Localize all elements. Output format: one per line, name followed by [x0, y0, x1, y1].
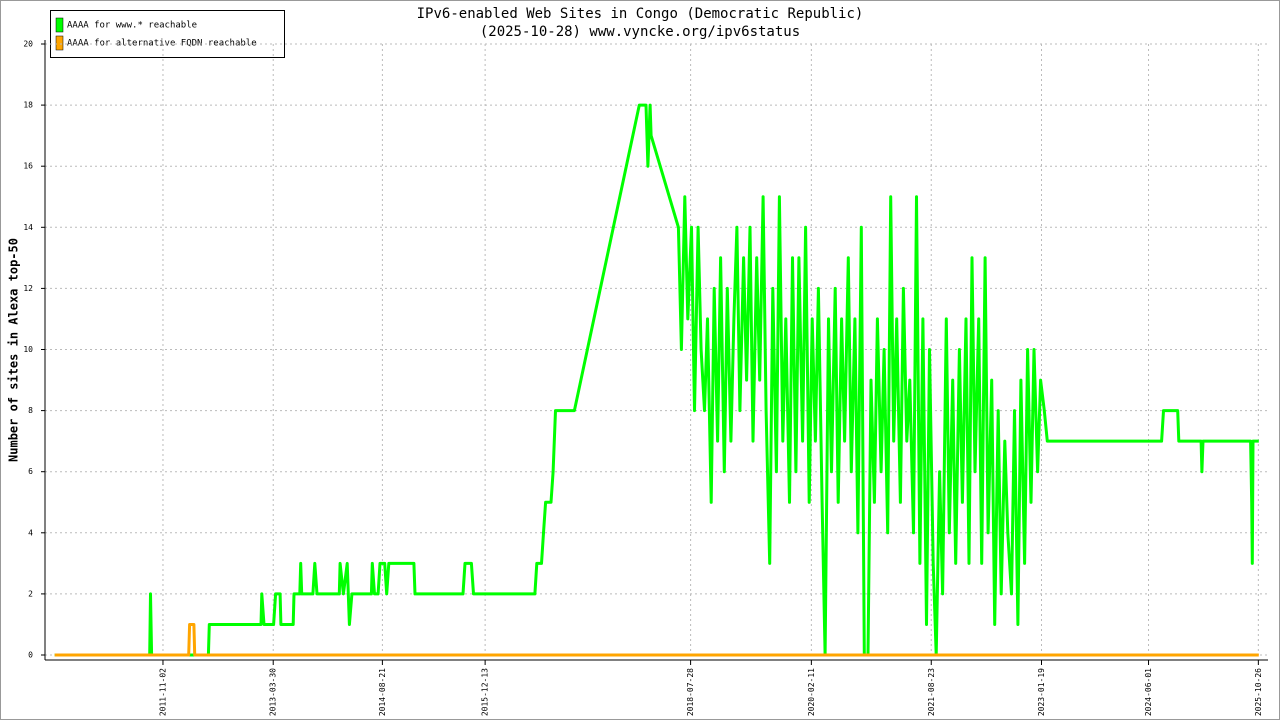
- chart-title: IPv6-enabled Web Sites in Congo (Democra…: [417, 6, 864, 22]
- x-tick-label: 2021-08-23: [927, 668, 936, 716]
- y-axis-label: Number of sites in Alexa top-50: [7, 238, 21, 462]
- y-tick-label: 4: [28, 528, 33, 537]
- x-tick-label: 2020-02-11: [807, 668, 816, 716]
- legend-box: [50, 10, 285, 58]
- y-tick-label: 10: [23, 345, 33, 354]
- x-tick-label: 2023-01-19: [1037, 668, 1046, 716]
- y-tick-label: 12: [23, 284, 33, 293]
- x-tick-label: 2011-11-02: [158, 668, 167, 716]
- x-tick-label: 2024-06-01: [1144, 668, 1153, 716]
- y-tick-label: 0: [28, 651, 33, 660]
- y-tick-label: 6: [28, 467, 33, 476]
- y-tick-label: 20: [23, 40, 33, 49]
- chart-subtitle: (2025-10-28) www.vyncke.org/ipv6status: [480, 24, 800, 40]
- y-tick-label: 14: [23, 223, 33, 232]
- y-tick-label: 8: [28, 406, 33, 415]
- x-tick-label: 2015-12-13: [481, 668, 490, 716]
- legend-swatch: [55, 35, 64, 51]
- legend-swatch: [55, 17, 64, 33]
- series-line: [54, 623, 1259, 657]
- y-tick-label: 2: [28, 589, 33, 598]
- x-tick-label: 2025-10-26: [1254, 668, 1263, 716]
- legend-label: AAAA for www.* reachable: [67, 21, 197, 31]
- y-tick-label: 18: [23, 101, 33, 110]
- y-tick-label: 16: [23, 162, 33, 171]
- x-tick-label: 2018-07-28: [686, 668, 695, 716]
- x-tick-label: 2013-03-30: [269, 668, 278, 716]
- x-tick-label: 2014-08-21: [378, 668, 387, 716]
- series-line: [54, 103, 1259, 657]
